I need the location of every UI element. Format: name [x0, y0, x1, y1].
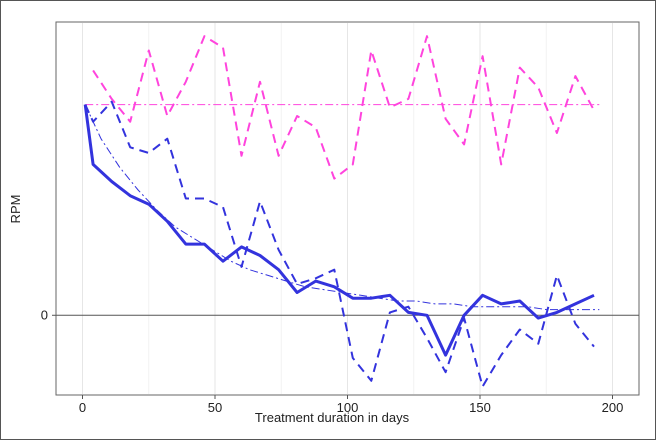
series-layer — [83, 35, 600, 388]
x-tick-label: 0 — [79, 400, 86, 415]
x-tick-label: 150 — [469, 400, 491, 415]
x-tick-label: 50 — [208, 400, 222, 415]
series-line-5 — [83, 104, 595, 357]
x-axis-label: Treatment duration in days — [255, 410, 410, 425]
grid-layer — [82, 23, 613, 394]
series-line-3 — [84, 100, 595, 388]
y-tick-label: 0 — [41, 307, 48, 322]
tick-layer: 0 50 100 150 200 0 — [41, 307, 624, 415]
x-tick-label: 100 — [337, 400, 359, 415]
y-axis-label: RPM — [8, 195, 23, 224]
series-line-1 — [92, 35, 595, 180]
x-tick-label: 200 — [602, 400, 624, 415]
